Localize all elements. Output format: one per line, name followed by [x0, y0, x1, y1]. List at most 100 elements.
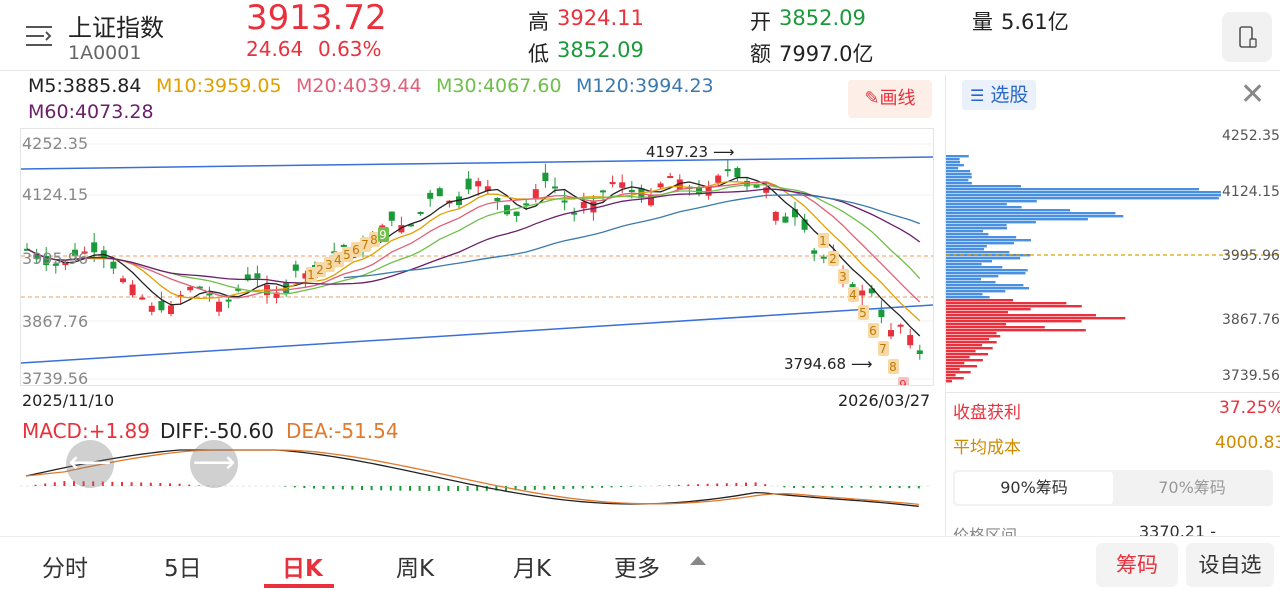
tab-intraday[interactable]: 分时	[42, 549, 88, 583]
candle-body	[91, 242, 97, 252]
tab-5day[interactable]: 5日	[164, 549, 202, 583]
candle-body	[734, 168, 740, 177]
chip-bar	[946, 233, 988, 235]
td-marker-label: 5	[859, 306, 867, 320]
chip-bar	[946, 365, 977, 367]
tab-monthly-k[interactable]: 月K	[513, 549, 551, 583]
candle-body	[389, 212, 395, 221]
candle-body	[658, 183, 664, 187]
tab-daily-k[interactable]: 日K	[282, 549, 323, 583]
chip-bar	[946, 347, 993, 349]
arrow-left-icon: ⟵	[68, 445, 111, 480]
low-value: 3852.09	[557, 38, 644, 62]
stock-select-label: 选股	[990, 84, 1028, 106]
chip-bar	[946, 185, 1021, 187]
chip-bar	[946, 173, 972, 175]
candle-body	[466, 179, 472, 190]
candle-body	[418, 212, 424, 214]
active-tab-indicator	[264, 584, 334, 588]
chip-bar	[946, 362, 964, 364]
candle-body	[552, 187, 558, 189]
chip-bar	[946, 281, 996, 283]
td-marker-label: 4	[334, 253, 342, 267]
scroll-right-button[interactable]: ⟶	[190, 440, 238, 488]
stock-select-button[interactable]: ☰ 选股	[962, 80, 1036, 110]
kline-chart[interactable]: 123456789123456789	[20, 128, 934, 386]
candle-body	[216, 302, 222, 312]
dea-line	[26, 450, 919, 504]
chip-bar	[946, 200, 1037, 202]
chip-bar	[946, 374, 956, 376]
chip-bar	[946, 341, 997, 343]
chip-bar	[946, 266, 1002, 268]
td-marker-label: 9	[379, 228, 387, 242]
candle-body	[629, 190, 635, 192]
kline-y-tick-3: 3995.96	[22, 249, 88, 268]
chip-bar	[946, 170, 970, 172]
chip-bar	[946, 356, 970, 358]
candle-body	[696, 188, 702, 194]
td-marker-label: 2	[829, 252, 837, 266]
chip-bar	[946, 350, 976, 352]
macd-chart	[20, 446, 932, 530]
chip-y-tick-3: 3995.96	[1222, 248, 1280, 264]
close-icon[interactable]: ✕	[1240, 80, 1265, 110]
amount-value: 7997.0亿	[779, 38, 873, 68]
candle-body	[898, 325, 904, 327]
upper-trend-line	[21, 157, 933, 169]
chip-bar	[946, 161, 960, 163]
candle-body	[139, 298, 145, 300]
chip-bar	[946, 368, 960, 370]
chip-bar	[946, 311, 1008, 313]
candle-body	[226, 300, 232, 302]
chip-bar	[946, 326, 1045, 328]
chip-bar	[946, 239, 1031, 241]
candle-body	[341, 245, 347, 247]
amount-label: 额	[750, 38, 771, 68]
chip-bar	[946, 215, 1123, 217]
index-name: 上证指数	[68, 8, 164, 43]
avg-cost-value: 4000.83	[1215, 433, 1280, 453]
chip-bar	[946, 308, 1031, 310]
kline-y-tick-1: 4252.35	[22, 134, 88, 153]
chip-bar	[946, 290, 1005, 292]
kline-y-tick-4: 3867.76	[22, 312, 88, 331]
chip-bar	[946, 287, 1029, 289]
candle-body	[523, 203, 529, 205]
chip-bar	[946, 221, 1036, 223]
add-watchlist-button[interactable]: 设自选	[1186, 543, 1274, 587]
chip-bar	[946, 371, 971, 373]
tab-70-chip[interactable]: 70%筹码	[1113, 472, 1271, 504]
chip-bar	[946, 251, 1009, 253]
chip-bar	[946, 191, 1221, 193]
chip-bar	[946, 257, 1020, 259]
tab-90-chip[interactable]: 90%筹码	[955, 472, 1113, 504]
caret-up-icon[interactable]	[690, 556, 706, 565]
chip-bar	[946, 263, 982, 265]
chip-bar	[946, 203, 1007, 205]
candle-body	[600, 190, 606, 192]
chip-bar	[946, 218, 1088, 220]
tab-weekly-k[interactable]: 周K	[396, 549, 434, 583]
menu-icon[interactable]	[24, 22, 54, 50]
candle-body	[293, 265, 299, 271]
chip-bar	[946, 299, 1013, 301]
tab-more[interactable]: 更多	[614, 549, 660, 583]
td-marker-label: 6	[352, 243, 360, 257]
candle-body	[821, 257, 827, 259]
chip-bar	[946, 317, 1125, 319]
chip-button[interactable]: 筹码	[1096, 543, 1178, 587]
chip-bar	[946, 248, 984, 250]
current-price: 3913.72	[246, 0, 387, 38]
chip-bar	[946, 278, 981, 280]
chip-bar	[946, 164, 964, 166]
scroll-left-button[interactable]: ⟵	[66, 440, 114, 488]
index-code: 1A0001	[68, 42, 141, 64]
chip-bar	[946, 245, 987, 247]
ma5-label: M5:3885.84	[28, 75, 141, 97]
landscape-toggle-button[interactable]	[1222, 12, 1272, 62]
pencil-icon: ✎	[864, 80, 879, 118]
chip-bar	[946, 209, 1070, 211]
chip-bar	[946, 305, 1082, 307]
draw-line-button[interactable]: ✎画线	[848, 80, 932, 118]
